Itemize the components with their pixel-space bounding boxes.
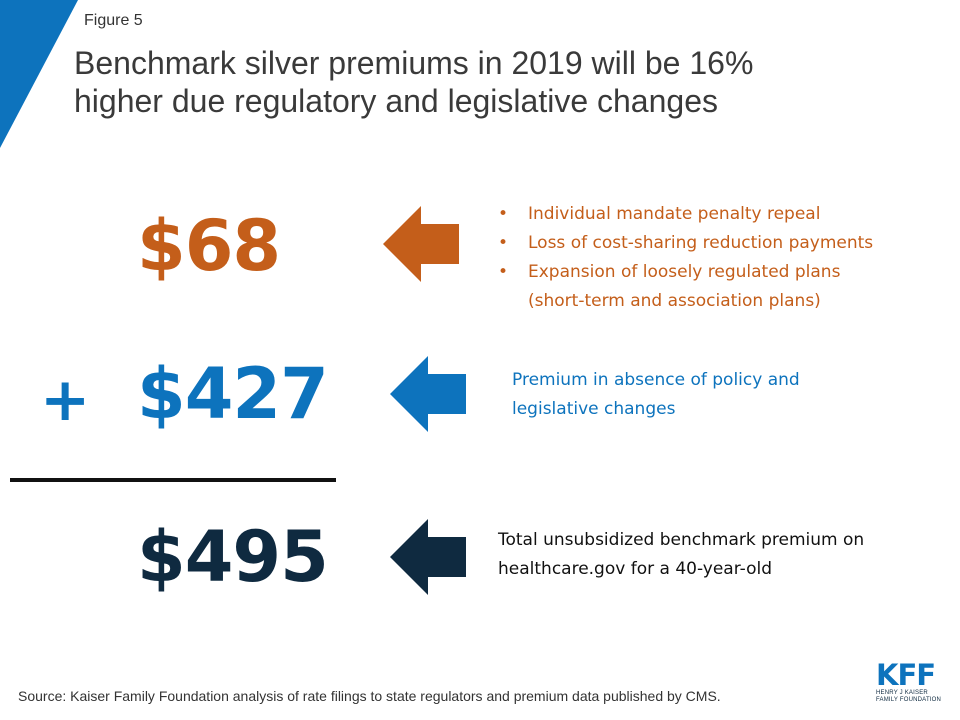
left-arrow-icon xyxy=(390,356,466,432)
logo-line-2: FAMILY FOUNDATION xyxy=(876,697,942,703)
corner-accent-shape xyxy=(0,0,78,148)
amount-policy-changes: $68 xyxy=(137,205,281,287)
bullet-icon: • xyxy=(498,233,509,253)
bullet-icon: • xyxy=(498,262,509,282)
amount-base-premium: $427 xyxy=(137,353,329,435)
logo-line-1: HENRY J KAISER xyxy=(876,690,928,696)
left-arrow-icon xyxy=(383,206,459,282)
left-arrow-icon xyxy=(390,519,466,595)
title-line-2: higher due regulatory and legislative ch… xyxy=(74,83,718,119)
plus-sign: + xyxy=(40,365,91,435)
list-item: • Expansion of loosely regulated plans xyxy=(496,258,936,287)
bullet-icon: • xyxy=(498,204,509,224)
list-item: • Individual mandate penalty repeal xyxy=(496,200,936,229)
sum-divider xyxy=(10,478,336,482)
amount-total-premium: $495 xyxy=(137,516,329,598)
title-line-1: Benchmark silver premiums in 2019 will b… xyxy=(74,45,754,81)
list-item: • Loss of cost-sharing reduction payments xyxy=(496,229,936,258)
kff-logo: KFF HENRY J KAISER FAMILY FOUNDATION xyxy=(876,660,948,710)
base-premium-description: Premium in absence of policy and legisla… xyxy=(512,370,800,419)
logo-mark: KFF xyxy=(876,658,936,692)
source-note: Source: Kaiser Family Foundation analysi… xyxy=(18,688,721,704)
list-item-continuation: (short-term and association plans) xyxy=(528,291,821,311)
figure-label: Figure 5 xyxy=(84,12,143,29)
policy-change-list: • Individual mandate penalty repeal • Loss… xyxy=(496,200,936,316)
page-title: Benchmark silver premiums in 2019 will b… xyxy=(74,44,934,120)
total-premium-description: Total unsubsidized benchmark premium on … xyxy=(498,530,865,579)
